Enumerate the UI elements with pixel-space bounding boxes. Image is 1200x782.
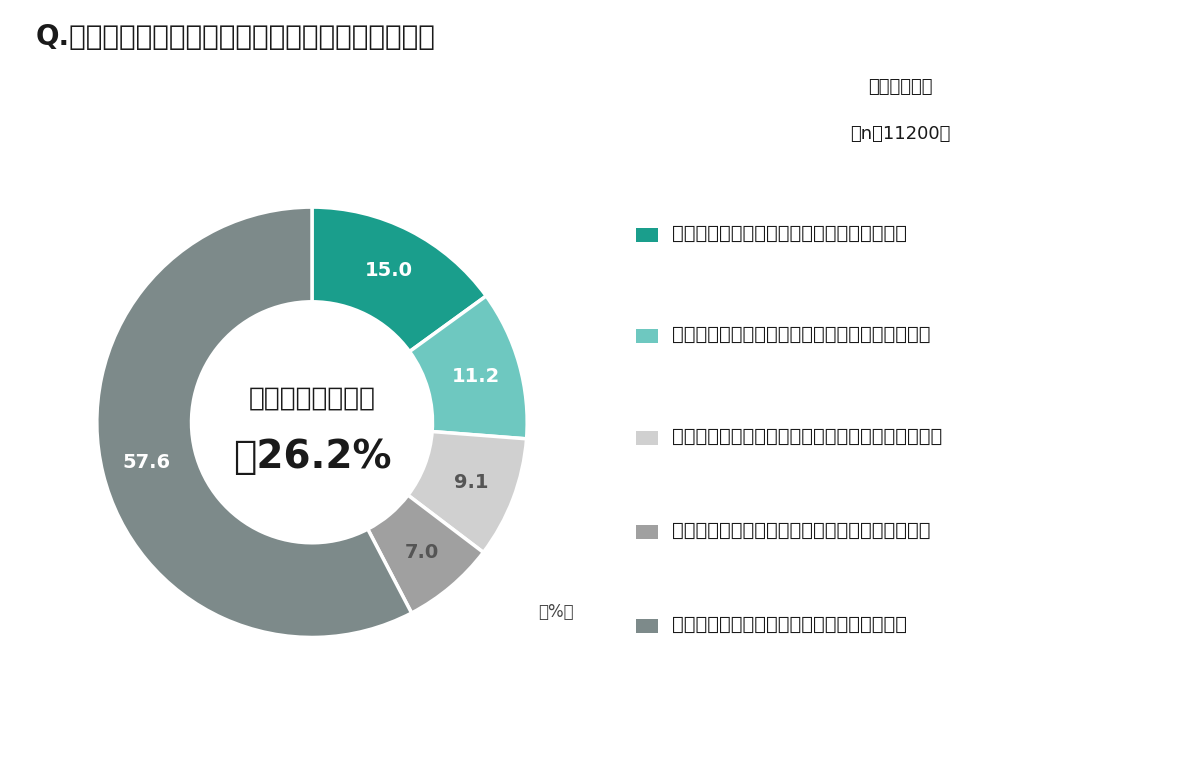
- Text: （%）: （%）: [538, 603, 574, 621]
- Text: ヘルメットは持っているが、全く着用していない: ヘルメットは持っているが、全く着用していない: [672, 521, 930, 540]
- Text: 計26.2%: 計26.2%: [233, 438, 391, 475]
- Wedge shape: [97, 207, 412, 637]
- Text: 11.2: 11.2: [451, 367, 499, 386]
- Text: 9.1: 9.1: [454, 473, 488, 492]
- Text: ヘルメットを持っておらず、着用していない: ヘルメットを持っておらず、着用していない: [672, 615, 907, 633]
- Text: 自転車利用者: 自転車利用者: [868, 78, 932, 96]
- Text: 57.6: 57.6: [122, 454, 170, 472]
- Text: ヘルメットを持っていて、おおむね着用している: ヘルメットを持っていて、おおむね着用している: [672, 325, 930, 344]
- Text: 15.0: 15.0: [365, 261, 413, 281]
- Text: ヘルメットは持っているが、あまり着用していない: ヘルメットは持っているが、あまり着用していない: [672, 427, 942, 446]
- Text: ヘルメット着用率: ヘルメット着用率: [248, 386, 376, 411]
- Text: ヘルメットを持っていて、常に着用している: ヘルメットを持っていて、常に着用している: [672, 224, 907, 242]
- Wedge shape: [312, 207, 486, 352]
- Text: 7.0: 7.0: [404, 543, 439, 561]
- Wedge shape: [408, 432, 527, 552]
- Wedge shape: [367, 495, 484, 613]
- Text: （n＝11200）: （n＝11200）: [850, 125, 950, 143]
- Wedge shape: [409, 296, 527, 439]
- Text: Q.自転車乗用中、ヘルメットを着用していますか？: Q.自転車乗用中、ヘルメットを着用していますか？: [36, 23, 436, 52]
